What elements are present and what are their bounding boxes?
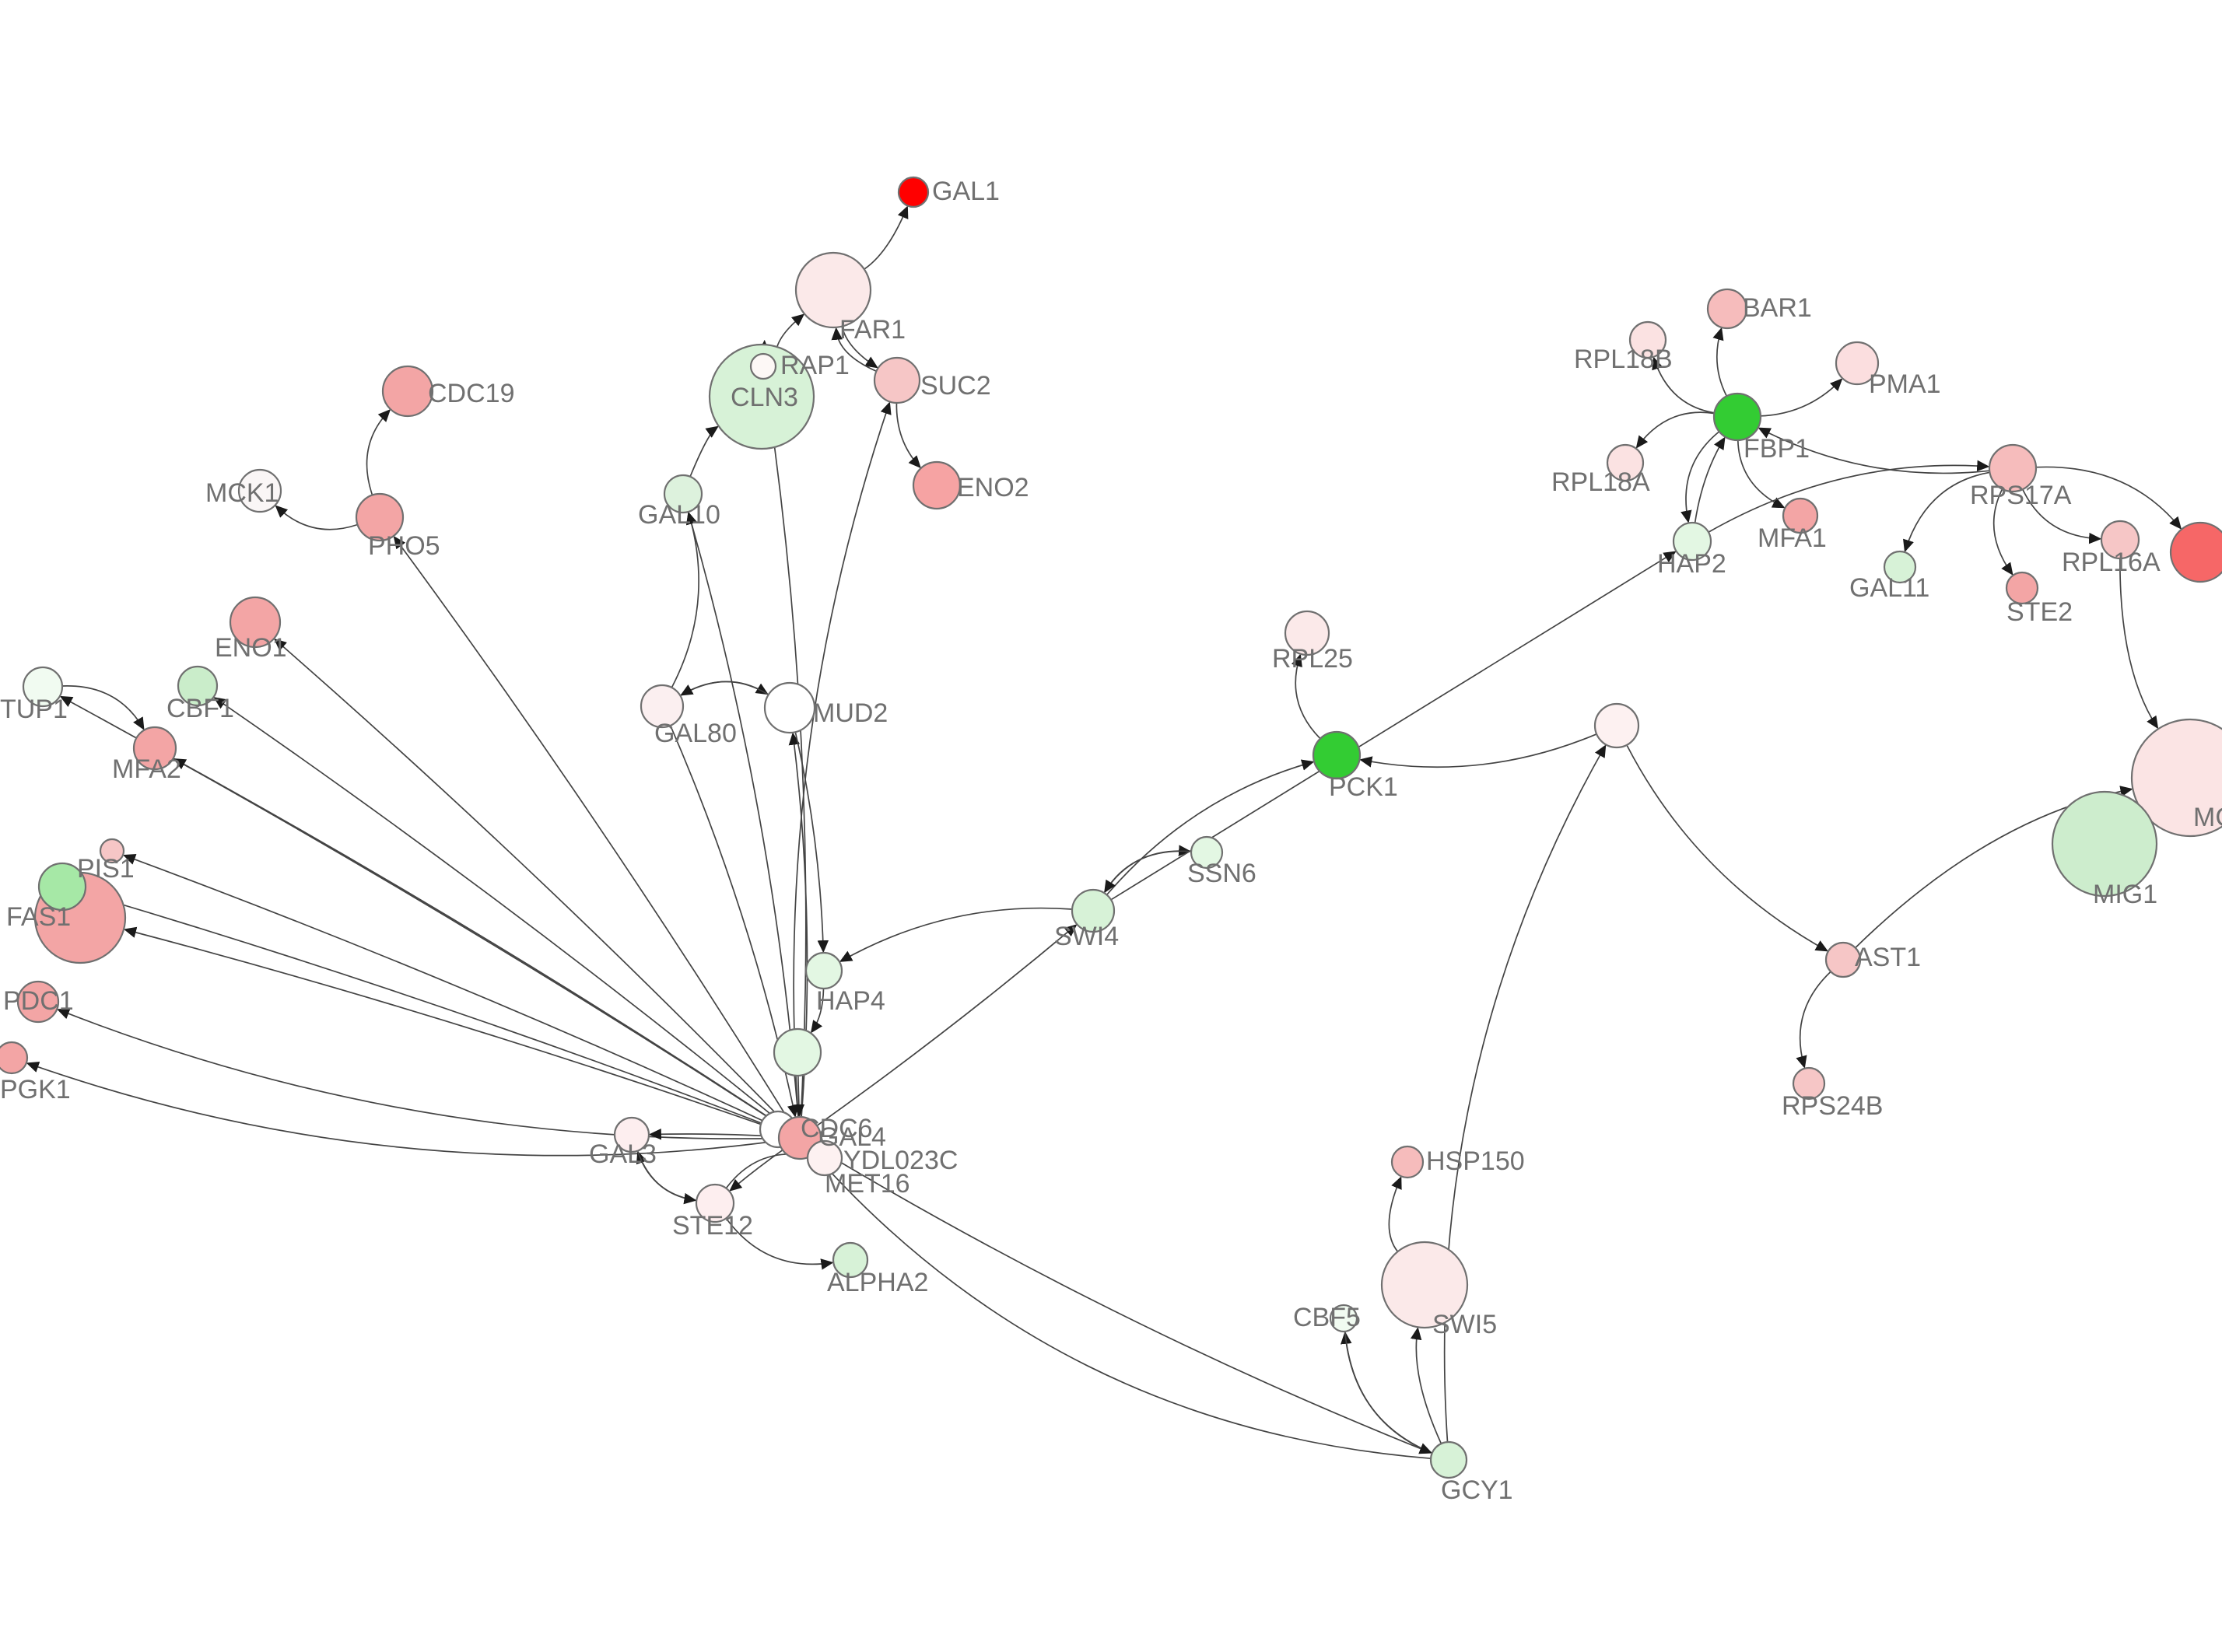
svg-text:MCK1: MCK1 bbox=[205, 478, 279, 508]
svg-text:MCM1: MCM1 bbox=[2193, 803, 2222, 832]
svg-text:AST1: AST1 bbox=[1855, 943, 1921, 972]
svg-text:MET16: MET16 bbox=[825, 1169, 910, 1199]
svg-text:CBF1: CBF1 bbox=[166, 694, 234, 723]
svg-text:ALPHA2: ALPHA2 bbox=[827, 1268, 928, 1297]
svg-text:RPS24B: RPS24B bbox=[1782, 1091, 1883, 1121]
svg-text:RAP1: RAP1 bbox=[780, 351, 850, 380]
svg-text:GAL11: GAL11 bbox=[1849, 573, 1929, 603]
svg-text:FAS1: FAS1 bbox=[6, 902, 71, 932]
svg-text:RPL16A: RPL16A bbox=[2062, 548, 2161, 577]
svg-text:HAP2: HAP2 bbox=[1657, 549, 1726, 579]
svg-text:CDC19: CDC19 bbox=[428, 379, 514, 408]
svg-text:STE12: STE12 bbox=[672, 1211, 753, 1241]
svg-text:STE2: STE2 bbox=[2006, 597, 2073, 627]
svg-text:SSN6: SSN6 bbox=[1187, 859, 1256, 888]
svg-text:PHO5: PHO5 bbox=[368, 531, 440, 561]
svg-text:PIS1: PIS1 bbox=[77, 854, 135, 884]
svg-text:SUC2: SUC2 bbox=[920, 371, 991, 401]
svg-text:RPL25: RPL25 bbox=[1272, 644, 1353, 674]
svg-text:BAR1: BAR1 bbox=[1743, 293, 1812, 323]
svg-text:TUP1: TUP1 bbox=[0, 695, 68, 724]
svg-text:MUD2: MUD2 bbox=[813, 698, 888, 728]
svg-text:ENO1: ENO1 bbox=[215, 633, 287, 663]
svg-text:SWI5: SWI5 bbox=[1432, 1310, 1497, 1339]
svg-text:FBP1: FBP1 bbox=[1744, 434, 1810, 464]
svg-text:PCK1: PCK1 bbox=[1329, 772, 1398, 802]
svg-text:PGK1: PGK1 bbox=[0, 1075, 71, 1104]
svg-text:PDC1: PDC1 bbox=[3, 986, 74, 1016]
svg-text:RPL18A: RPL18A bbox=[1551, 467, 1650, 497]
svg-text:RPS17A: RPS17A bbox=[1970, 481, 2072, 510]
svg-text:GCY1: GCY1 bbox=[1441, 1475, 1513, 1505]
svg-text:GAL10: GAL10 bbox=[638, 500, 720, 530]
svg-text:CLN3: CLN3 bbox=[731, 383, 798, 412]
svg-text:FAR1: FAR1 bbox=[839, 315, 906, 345]
svg-text:ENO2: ENO2 bbox=[957, 473, 1029, 502]
svg-text:PMA1: PMA1 bbox=[1869, 369, 1941, 399]
svg-text:CBF5: CBF5 bbox=[1293, 1303, 1361, 1332]
svg-text:HAP4: HAP4 bbox=[816, 986, 885, 1016]
svg-text:MFA2: MFA2 bbox=[112, 754, 181, 784]
svg-text:MIG1: MIG1 bbox=[2093, 880, 2157, 909]
svg-text:MFA1: MFA1 bbox=[1758, 523, 1827, 553]
svg-text:GAL3: GAL3 bbox=[589, 1139, 657, 1169]
svg-text:GAL1: GAL1 bbox=[932, 177, 1000, 206]
svg-text:SWI4: SWI4 bbox=[1054, 922, 1119, 951]
svg-text:RPL18B: RPL18B bbox=[1574, 345, 1673, 374]
svg-text:GAL80: GAL80 bbox=[654, 719, 737, 748]
svg-text:HSP150: HSP150 bbox=[1426, 1146, 1525, 1176]
